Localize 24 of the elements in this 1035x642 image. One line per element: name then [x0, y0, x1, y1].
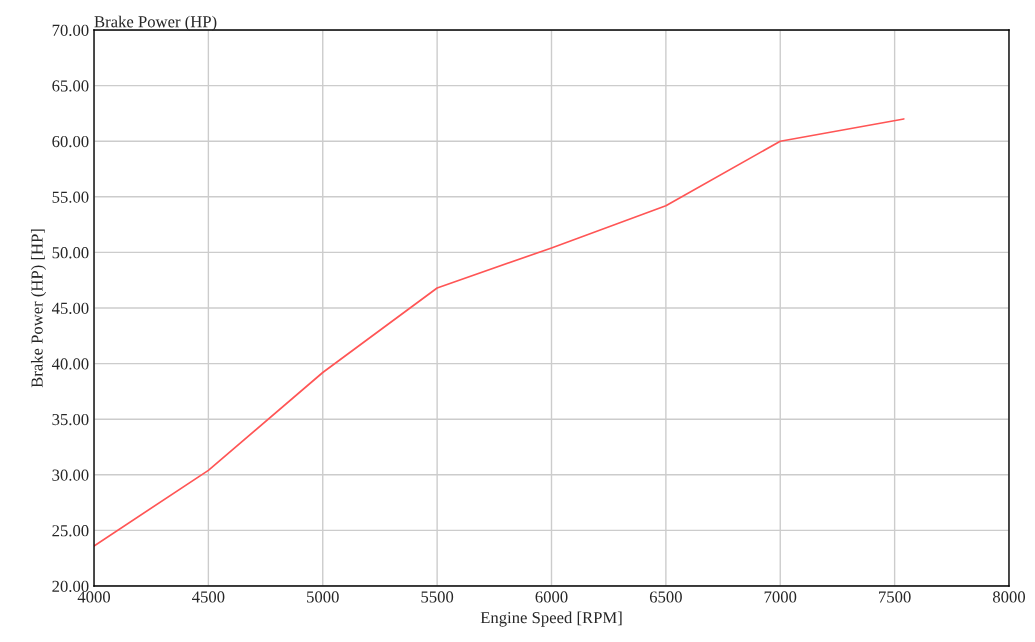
x-tick-label: 6000: [535, 591, 568, 603]
y-tick-label: 50.00: [52, 247, 89, 259]
y-tick-label: 30.00: [52, 469, 89, 481]
y-tick-label: 40.00: [51, 358, 89, 370]
y-tick-label: 70.00: [52, 24, 89, 37]
y-tick-label: 20.00: [52, 580, 89, 593]
x-tick-label: 5000: [307, 591, 339, 603]
x-tick-label: 4500: [192, 591, 225, 603]
x-tick-label: 5500: [421, 591, 454, 603]
line-series: [94, 118, 905, 547]
y-tick-label: 35.00: [52, 413, 89, 426]
y-tick-label: 45.00: [51, 302, 89, 315]
x-tick-label: 8000: [992, 591, 1026, 603]
x-tick-label: 4000: [77, 591, 111, 603]
chart-title: Brake Power (HP): [94, 15, 217, 31]
x-tick-label: 6500: [649, 591, 682, 603]
x-tick-label: 7500: [879, 591, 911, 603]
y-axis-title: Brake Power (HP) [HP]: [30, 229, 47, 388]
y-tick-label: 55.00: [52, 191, 89, 203]
y-tick-label: 60.00: [52, 135, 89, 148]
y-tick-label: 25.00: [52, 525, 89, 537]
x-tick-label: 7000: [764, 591, 797, 603]
y-tick-label: 65.00: [52, 80, 89, 92]
x-axis-title: Engine Speed [RPM]: [480, 611, 622, 627]
